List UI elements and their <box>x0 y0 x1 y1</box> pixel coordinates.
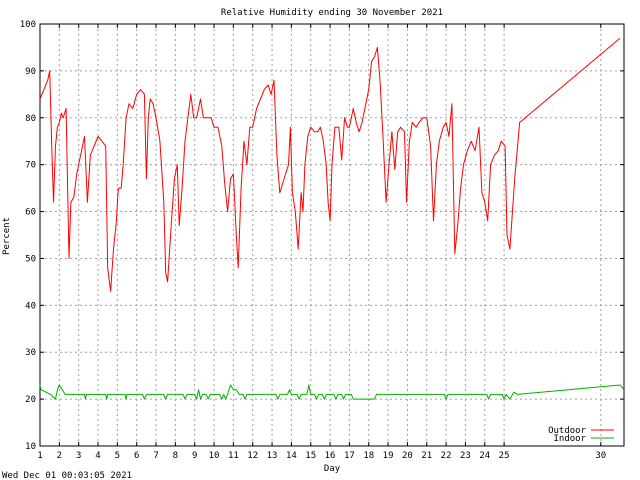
x-tick-label: 6 <box>134 451 139 461</box>
x-tick-label: 7 <box>153 451 158 461</box>
legend: Outdoor Indoor <box>548 426 614 444</box>
x-tick-label: 1 <box>37 451 42 461</box>
x-tick-label: 13 <box>267 451 278 461</box>
x-tick-label: 23 <box>460 451 471 461</box>
x-tick-label: 18 <box>363 451 374 461</box>
x-tick-label: 16 <box>325 451 336 461</box>
x-tick-label: 5 <box>115 451 120 461</box>
legend-label-outdoor: Outdoor <box>548 426 587 436</box>
x-tick-label: 12 <box>247 451 258 461</box>
x-axis-label: Day <box>324 464 341 474</box>
series-line-indoor <box>39 384 625 400</box>
x-axis-ticks: 1 2 3 4 5 6 7 8 9 10 11 12 13 14 15 16 17 18 19 20 21 22 23 24 2… <box>37 24 606 461</box>
x-tick-label: 8 <box>173 451 178 461</box>
y-tick-label: 90 <box>25 67 36 77</box>
x-tick-label: 24 <box>479 451 490 461</box>
y-tick-label: 10 <box>25 442 36 452</box>
y-tick-label: 60 <box>25 208 36 218</box>
timestamp-footer: Wed Dec 01 00:03:05 2021 <box>2 471 132 480</box>
chart-title: Relative Humidity ending 30 November 202… <box>221 8 443 18</box>
plot-frame <box>39 23 625 447</box>
x-tick-label: 19 <box>383 451 394 461</box>
y-tick-label: 40 <box>25 301 36 311</box>
x-tick-label: 9 <box>192 451 197 461</box>
x-tick-label: 15 <box>305 451 316 461</box>
y-tick-label: 50 <box>25 254 36 264</box>
y-tick-label: 20 <box>25 395 36 405</box>
y-axis-label: Percent <box>2 217 12 255</box>
x-tick-label: 11 <box>228 451 239 461</box>
x-tick-label: 22 <box>441 451 452 461</box>
x-tick-label: 17 <box>344 451 355 461</box>
y-tick-label: 70 <box>25 161 36 171</box>
x-tick-label: 20 <box>402 451 413 461</box>
x-tick-label: 4 <box>95 451 100 461</box>
x-tick-label: 30 <box>595 451 606 461</box>
y-tick-label: 30 <box>25 348 36 358</box>
y-axis-ticks: 10 20 30 40 50 60 70 80 90 100 <box>20 20 624 452</box>
x-tick-label: 2 <box>57 451 62 461</box>
y-tick-label: 100 <box>20 20 36 30</box>
x-tick-label: 21 <box>421 451 432 461</box>
x-tick-label: 14 <box>286 451 297 461</box>
series <box>39 37 625 400</box>
legend-label-indoor: Indoor <box>553 434 586 444</box>
y-tick-label: 80 <box>25 114 36 124</box>
x-tick-label: 10 <box>209 451 220 461</box>
x-tick-label: 25 <box>499 451 510 461</box>
series-line-outdoor <box>39 37 621 292</box>
grid <box>40 24 624 446</box>
x-tick-label: 3 <box>76 451 81 461</box>
